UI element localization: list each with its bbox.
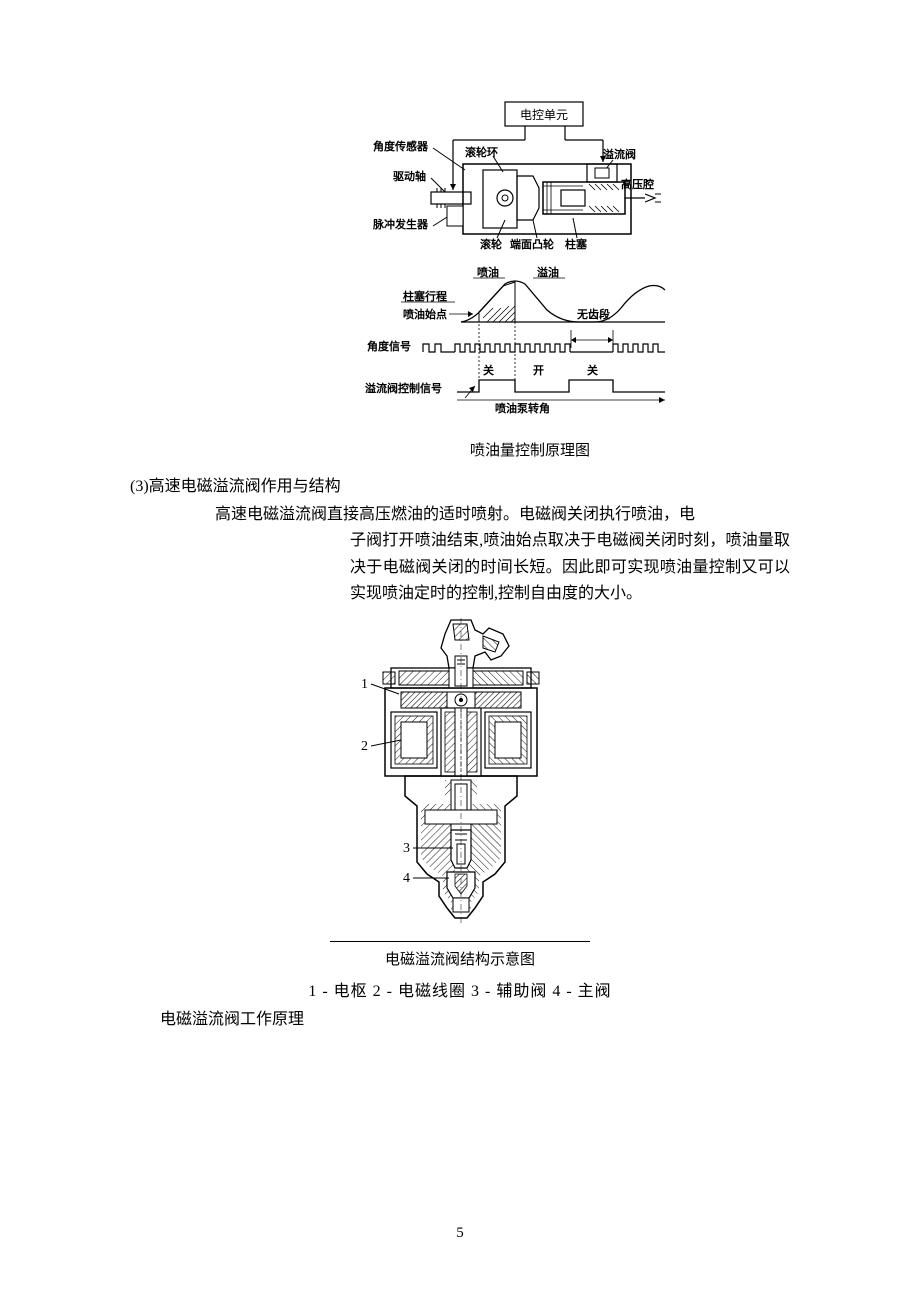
- principle-heading: 电磁溢流阀工作原理: [160, 1005, 790, 1029]
- schematic-caption: 喷油量控制原理图: [270, 439, 790, 460]
- face-cam-label: 端面凸轮: [510, 237, 554, 251]
- schematic-svg-wrap: 电控单元 角度传感器 滚轮环 溢流阀 驱动轴 高压腔 脉冲发生器 滚轮: [365, 100, 675, 435]
- plunger-label: 柱塞: [565, 237, 588, 251]
- plunger-stroke-label: 柱塞行程: [403, 289, 447, 303]
- hp-chamber-label: 高压腔: [621, 177, 654, 191]
- valve-caption: 电磁溢流阀结构示意图: [130, 948, 790, 969]
- valve-svg: 1 2 3 4: [355, 616, 565, 928]
- body-paragraph-line1: 高速电磁溢流阀直接高压燃油的适时喷射。电磁阀关闭执行喷油，电: [215, 502, 790, 528]
- page-number: 5: [0, 1225, 920, 1242]
- callout-3: 3: [403, 841, 410, 856]
- ecu-label: 电控单元: [520, 108, 568, 122]
- schematic-figure: 电控单元 角度传感器 滚轮环 溢流阀 驱动轴 高压腔 脉冲发生器 滚轮: [130, 100, 790, 460]
- drive-shaft-label: 驱动轴: [393, 169, 426, 183]
- close-label-2: 关: [587, 363, 598, 377]
- overflow-ctrl-label: 溢流阀控制信号: [365, 381, 442, 395]
- pump-angle-label: 喷油泵转角: [495, 401, 550, 415]
- valve-legend: 1 - 电枢 2 - 电磁线圈 3 - 辅助阀 4 - 主阀: [130, 977, 790, 1001]
- overflow-label: 溢油: [537, 265, 559, 279]
- roller-label: 滚轮: [480, 237, 502, 251]
- injection-label: 喷油: [477, 265, 499, 279]
- open-label: 开: [533, 364, 544, 377]
- angle-signal-label: 角度信号: [367, 339, 411, 353]
- callout-4: 4: [403, 871, 410, 886]
- no-tooth-label: 无齿段: [576, 307, 610, 321]
- pulse-gen-label: 脉冲发生器: [372, 217, 429, 231]
- callout-1: 1: [361, 677, 368, 692]
- callout-2: 2: [361, 739, 368, 754]
- section-heading: (3)高速电磁溢流阀作用与结构: [130, 472, 790, 496]
- valve-figure: 1 2 3 4 电磁溢流阀结构示意图: [130, 616, 790, 969]
- schematic-svg: 电控单元 角度传感器 滚轮环 溢流阀 驱动轴 高压腔 脉冲发生器 滚轮: [365, 100, 675, 430]
- valve-rule: [330, 941, 590, 942]
- overflow-valve-label: 溢流阀: [603, 147, 636, 161]
- angle-sensor-label: 角度传感器: [373, 139, 429, 153]
- injection-start-label: 喷油始点: [403, 307, 447, 321]
- body-paragraph-cont: 子阀打开喷油结束,喷油始点取决于电磁阀关闭时刻，喷油量取决于电磁阀关闭的时间长短…: [350, 528, 790, 607]
- close-label-1: 关: [483, 363, 494, 377]
